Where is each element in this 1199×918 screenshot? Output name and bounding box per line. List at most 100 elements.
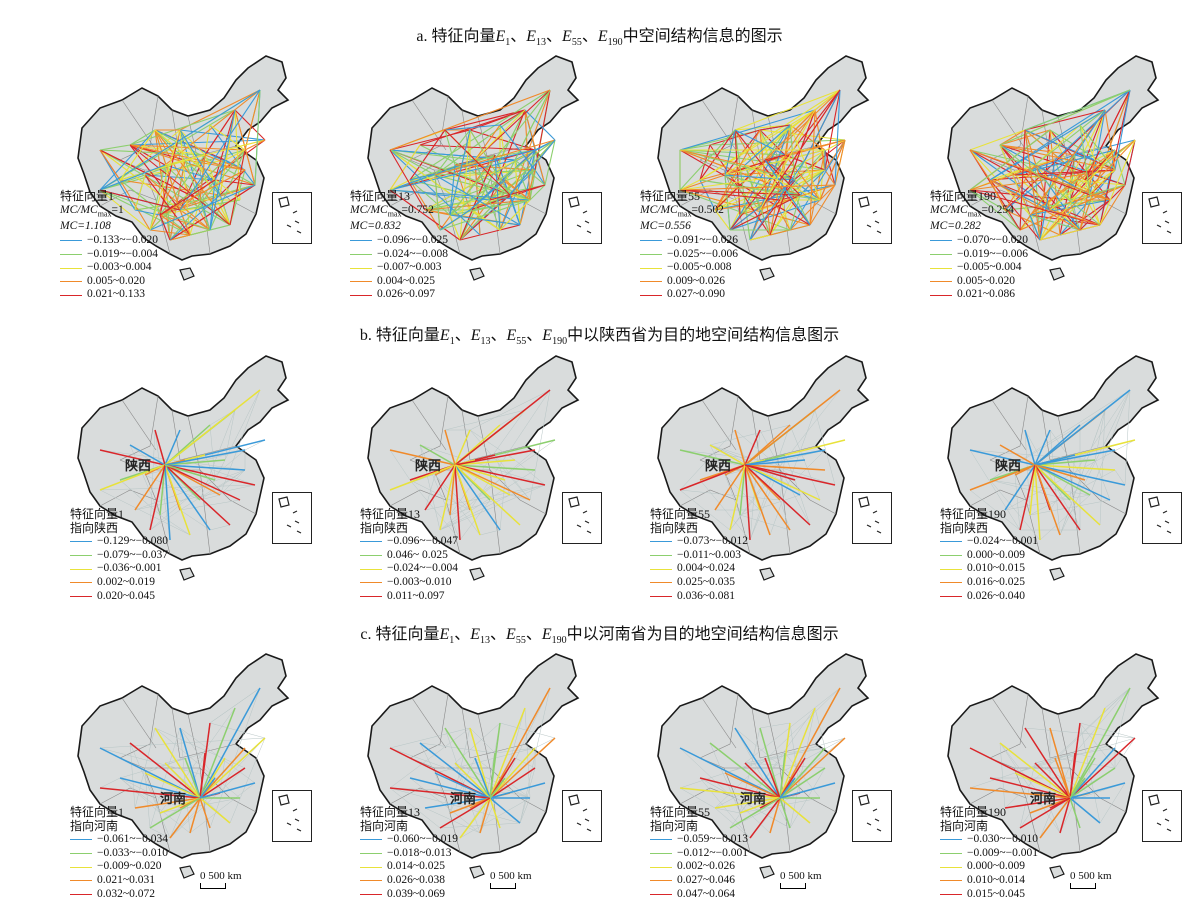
map-svg	[947, 55, 1160, 281]
destination-flow-line	[729, 464, 746, 531]
flow-line	[989, 179, 1101, 226]
scale-label: 0 500 km	[1070, 870, 1112, 882]
flow-line	[1039, 234, 1061, 241]
destination-flow-line	[1039, 797, 1071, 839]
destination-flow-line	[184, 757, 201, 799]
destination-flow-line	[714, 464, 746, 511]
province-boundary	[991, 99, 1027, 151]
legend-swatch	[360, 880, 382, 882]
province-boundary	[389, 489, 447, 507]
legend: 特征向量190 指向陕西 −0.024~−0.001 0.000~0.009 0.010…	[940, 507, 1038, 603]
flow-line	[99, 189, 181, 211]
flow-line	[789, 139, 846, 231]
destination-flow-line	[999, 444, 1036, 466]
flow-line	[989, 179, 1041, 241]
flow-line	[534, 169, 546, 186]
destination-flow-line	[434, 772, 491, 799]
destination-flow-line	[454, 464, 531, 501]
background-flow-line	[989, 479, 1041, 541]
destination-flow-line	[1019, 464, 1036, 531]
panel-2-2: 河南 特征向量55 指向河南 −0.059~−0.013 −0.012~−0.001 0.…	[600, 648, 892, 918]
island-outline	[759, 567, 775, 581]
destination-flow-line	[1034, 464, 1061, 536]
island-outline	[1049, 865, 1065, 879]
destination-flow-line	[389, 787, 491, 799]
south-china-sea-inset	[852, 790, 892, 842]
legend-swatch	[360, 853, 382, 855]
china-map: 河南	[77, 653, 290, 879]
destination-flow-line	[459, 797, 491, 839]
destination-flow-line	[99, 787, 201, 799]
legend-item: −0.033~−0.010	[70, 847, 168, 861]
flow-line	[679, 174, 726, 191]
destination-flow-line	[419, 444, 456, 466]
flow-line	[159, 214, 171, 241]
legend-label: 0.005~0.020	[957, 274, 1015, 287]
legend-item: −0.012~−0.001	[650, 847, 748, 861]
flow-line	[739, 124, 791, 216]
flow-line	[679, 149, 801, 196]
background-flow-line	[209, 687, 261, 724]
flow-line	[1079, 159, 1096, 231]
flow-line	[699, 179, 716, 211]
province-boundary	[519, 797, 547, 813]
flow-line	[389, 149, 436, 176]
legend-item: −0.030~−0.010	[940, 833, 1038, 847]
legend-item: 0.016~0.025	[940, 576, 1038, 590]
province-boundary	[701, 99, 737, 151]
destination-flow-line	[474, 757, 491, 799]
legend-swatch	[650, 853, 672, 855]
flow-line	[999, 144, 1101, 226]
china-map	[657, 55, 870, 281]
legend-label: −0.073~−0.012	[677, 535, 748, 548]
legend: 特征向量190 MC/MCmax=0.254 MC=0.282 −0.070~−0.0…	[930, 189, 1028, 302]
province-boundary	[1041, 707, 1051, 759]
legend-label: 0.010~0.015	[967, 562, 1025, 575]
destination-flow-line	[969, 464, 1036, 491]
background-flow-line	[1049, 389, 1131, 511]
legend-swatch	[940, 568, 962, 570]
legend-item: −0.005~0.008	[640, 261, 738, 275]
destination-flow-line	[709, 444, 746, 466]
background-flow-line	[714, 807, 741, 814]
flow-line	[519, 149, 536, 226]
legend-label: −0.003~0.004	[87, 261, 152, 274]
flow-line	[969, 149, 1036, 166]
legend-title: 特征向量190	[940, 805, 1007, 819]
background-flow-line	[129, 444, 161, 516]
flow-line	[389, 189, 531, 201]
legend-subtitle: 指向河南	[940, 818, 989, 833]
flow-line	[409, 129, 446, 181]
panel-0-0: 特征向量1 MC/MCmax=1 MC=1.108 −0.133~−0.020 −0.0…	[20, 50, 312, 320]
province-boundary	[411, 697, 447, 749]
island-outline	[469, 267, 485, 281]
province-boundary	[229, 499, 257, 515]
legend-item: −0.024~−0.001	[940, 535, 1038, 549]
destination-flow-line	[739, 464, 746, 516]
background-flow-line	[1024, 429, 1081, 531]
province-boundary	[229, 797, 257, 813]
flow-line	[154, 129, 241, 201]
flow-line	[149, 164, 166, 231]
destination-flow-line	[744, 449, 826, 466]
destination-flow-line	[489, 767, 536, 799]
province-boundary	[409, 459, 447, 501]
legend-label: 0.020~0.045	[97, 589, 155, 602]
flow-line	[504, 179, 531, 201]
legend-swatch	[60, 294, 82, 296]
flow-line	[389, 189, 461, 241]
flow-line	[759, 124, 791, 131]
province-boundary	[199, 469, 211, 555]
legend-label: 0.004~0.025	[377, 274, 435, 287]
destination-flow-line	[1069, 687, 1131, 799]
flow-line	[969, 129, 1026, 151]
flow-line	[679, 179, 701, 191]
background-flow-line	[184, 459, 256, 486]
legend-item: 0.010~0.014	[940, 874, 1038, 888]
legend-item: 0.039~0.069	[360, 888, 458, 902]
legend-label: 0.014~0.025	[387, 860, 445, 873]
flow-line	[179, 129, 206, 156]
background-flow-line	[1024, 429, 1031, 516]
legend-swatch	[940, 839, 962, 841]
legend-swatch	[350, 294, 372, 296]
